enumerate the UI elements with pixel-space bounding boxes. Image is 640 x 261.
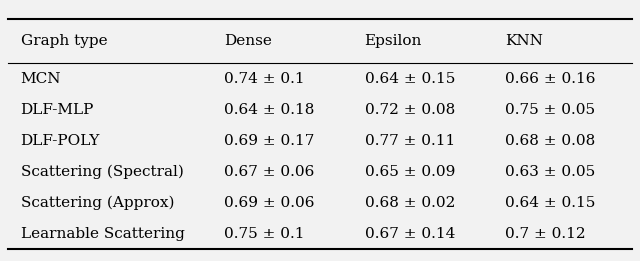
Text: 0.69 ± 0.06: 0.69 ± 0.06	[225, 196, 315, 210]
Text: Scattering (Spectral): Scattering (Spectral)	[20, 165, 184, 179]
Text: DLF-MLP: DLF-MLP	[20, 103, 94, 117]
Text: Graph type: Graph type	[20, 34, 107, 48]
Text: Epsilon: Epsilon	[365, 34, 422, 48]
Text: 0.63 ± 0.05: 0.63 ± 0.05	[505, 165, 595, 179]
Text: 0.64 ± 0.15: 0.64 ± 0.15	[365, 72, 455, 86]
Text: Learnable Scattering: Learnable Scattering	[20, 227, 184, 241]
Text: DLF-POLY: DLF-POLY	[20, 134, 100, 148]
Text: 0.65 ± 0.09: 0.65 ± 0.09	[365, 165, 455, 179]
Text: 0.67 ± 0.14: 0.67 ± 0.14	[365, 227, 455, 241]
Text: Scattering (Approx): Scattering (Approx)	[20, 195, 174, 210]
Text: 0.77 ± 0.11: 0.77 ± 0.11	[365, 134, 455, 148]
Text: 0.64 ± 0.15: 0.64 ± 0.15	[505, 196, 595, 210]
Text: 0.69 ± 0.17: 0.69 ± 0.17	[225, 134, 315, 148]
Text: Dense: Dense	[225, 34, 272, 48]
Text: KNN: KNN	[505, 34, 543, 48]
Text: 0.64 ± 0.18: 0.64 ± 0.18	[225, 103, 315, 117]
Text: 0.68 ± 0.08: 0.68 ± 0.08	[505, 134, 595, 148]
Text: 0.66 ± 0.16: 0.66 ± 0.16	[505, 72, 595, 86]
Text: MCN: MCN	[20, 72, 61, 86]
Text: 0.74 ± 0.1: 0.74 ± 0.1	[225, 72, 305, 86]
Text: 0.72 ± 0.08: 0.72 ± 0.08	[365, 103, 455, 117]
Text: 0.7 ± 0.12: 0.7 ± 0.12	[505, 227, 586, 241]
Text: 0.67 ± 0.06: 0.67 ± 0.06	[225, 165, 315, 179]
Text: 0.68 ± 0.02: 0.68 ± 0.02	[365, 196, 455, 210]
Text: 0.75 ± 0.1: 0.75 ± 0.1	[225, 227, 305, 241]
Text: 0.75 ± 0.05: 0.75 ± 0.05	[505, 103, 595, 117]
